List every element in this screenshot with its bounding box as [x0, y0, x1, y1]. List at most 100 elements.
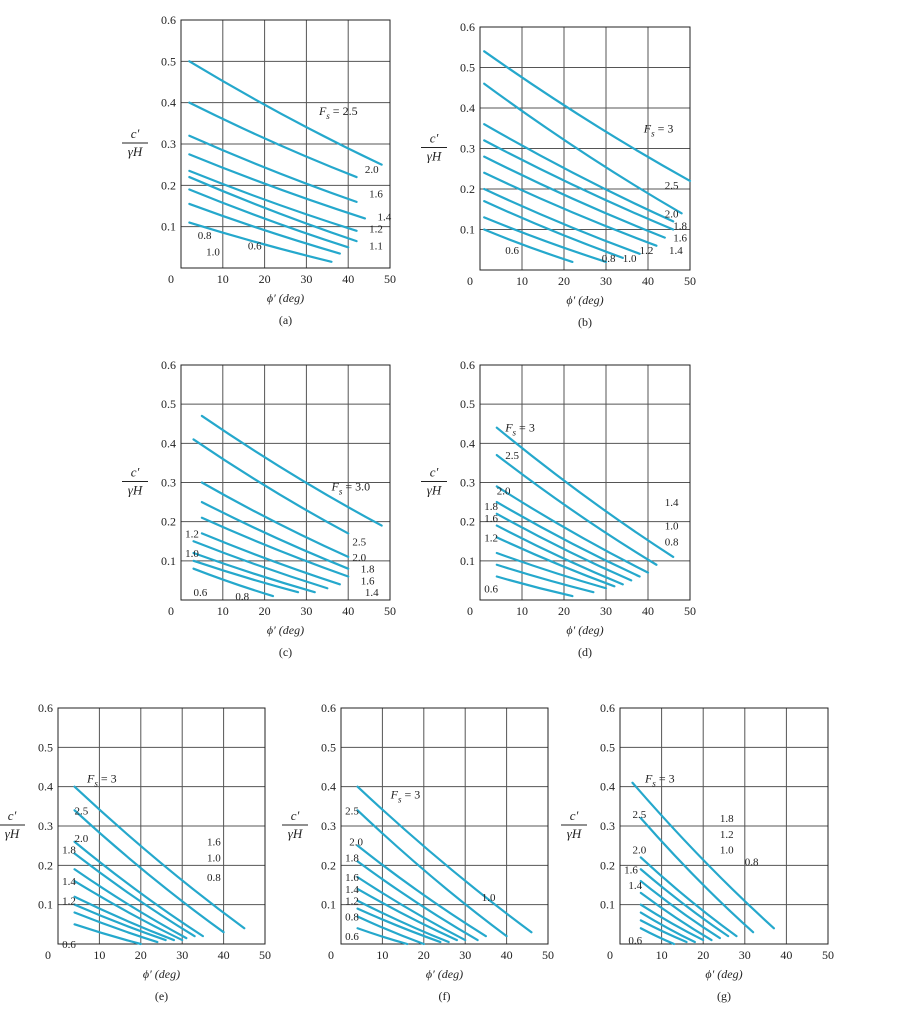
curve-label: 0.6: [62, 939, 76, 951]
y-axis-label-numerator: c′: [291, 808, 300, 823]
curve-label: 2.0: [365, 164, 379, 176]
x-tick-label: 20: [259, 604, 271, 618]
curve-fs-0-6: [73, 923, 142, 946]
x-tick-label: 40: [218, 948, 230, 962]
panel-caption: (c): [279, 645, 292, 659]
x-tick-label: 50: [384, 604, 396, 618]
curve-fs-3: [631, 781, 776, 930]
curve-label: 2.5: [665, 180, 679, 192]
curve-fs-0-6: [188, 221, 333, 263]
panel-caption: (f): [439, 989, 451, 1003]
fs-label: Fs = 3: [390, 787, 421, 804]
curve-label: 1.2: [484, 532, 498, 544]
curve-fs-1-2: [495, 536, 616, 588]
y-tick-label: 0.5: [460, 61, 475, 75]
y-axis-label-numerator: c′: [131, 126, 140, 141]
y-tick-label: 0.4: [460, 101, 475, 115]
y-tick-label: 0.1: [38, 898, 53, 912]
curve-label: 0.8: [198, 230, 212, 242]
y-tick-label: 0.3: [38, 819, 53, 833]
curve-fs-1-6: [73, 868, 188, 940]
x-tick-label: 10: [656, 948, 668, 962]
curve-label: 1.4: [345, 884, 359, 896]
y-tick-label: 0.1: [161, 220, 176, 234]
curve-fs-2-0: [483, 123, 675, 223]
curve-fs-1-1: [188, 175, 358, 243]
curve-fs-1-6: [188, 134, 358, 203]
x-tick-label: 40: [642, 274, 654, 288]
x-tick-label: 40: [342, 604, 354, 618]
y-tick-label: 0.3: [460, 476, 475, 490]
curve-label: 1.2: [345, 896, 359, 908]
x-tick-label: 50: [384, 272, 396, 286]
y-tick-label: 0.3: [600, 819, 615, 833]
x-axis-label: ϕ′ (deg): [705, 967, 742, 981]
curve-fs-1-2: [483, 187, 641, 255]
curve-fs-1-0: [483, 200, 624, 259]
curve-label: 1.8: [62, 845, 76, 857]
curve-label: 2.5: [505, 450, 519, 462]
curve-label: 1.4: [669, 245, 683, 257]
curve-label: 1.0: [720, 845, 734, 857]
y-axis-label-numerator: c′: [570, 808, 579, 823]
y-tick-label: 0.6: [321, 701, 336, 715]
curve-label: 1.8: [484, 501, 498, 513]
curve-label: 0.8: [345, 911, 359, 923]
curve-fs-1-0: [192, 551, 316, 594]
y-axis-label-denominator: γH: [128, 483, 143, 498]
curve-fs-1-6: [483, 155, 666, 239]
curve-label: 1.6: [369, 189, 383, 201]
y-tick-label: 0.1: [460, 554, 475, 568]
x-tick-label: 20: [135, 948, 147, 962]
x-tick-label: 10: [376, 948, 388, 962]
x-axis-label: ϕ′ (deg): [426, 967, 463, 981]
curve-fs-3-0: [200, 414, 383, 527]
curve-fs-0-8: [73, 911, 159, 944]
curve-fs-2-0: [200, 481, 350, 559]
y-axis-label-denominator: γH: [427, 483, 442, 498]
curve-fs-2-0: [188, 101, 358, 179]
curve-fs-3: [495, 426, 675, 559]
y-tick-label: 0.6: [38, 701, 53, 715]
curve-label: 1.0: [185, 548, 199, 560]
curve-label: 1.0: [623, 253, 637, 265]
x-tick-label: 20: [558, 274, 570, 288]
x-tick-label: 40: [642, 604, 654, 618]
x-tick-label: 10: [217, 604, 229, 618]
chart-panel-d: 0.1 0.2 0.3 0.4 0.5 0.6 0 10 20 30 40 50 ϕ′ (deg) (d)…: [421, 358, 696, 659]
curve-label: 0.8: [235, 591, 249, 603]
curve-fs-1-4: [200, 532, 341, 586]
curve-fs-0-8: [483, 216, 608, 263]
curve-fs-0-6: [495, 575, 574, 598]
fs-label: Fs = 3: [86, 772, 117, 789]
x-tick-label: 0: [45, 948, 51, 962]
x-tick-label: 50: [822, 948, 834, 962]
y-tick-label: 0.4: [460, 436, 475, 450]
curve-fs-0-6: [356, 927, 409, 946]
curve-fs-1-6: [200, 516, 350, 578]
curve-fs-1-6: [639, 879, 721, 940]
curve-label: 1.0: [482, 892, 496, 904]
panel-caption: (d): [578, 645, 592, 659]
x-tick-label: 10: [93, 948, 105, 962]
y-axis-label-denominator: γH: [288, 826, 303, 841]
curve-label: 1.8: [720, 813, 734, 825]
y-tick-label: 0.4: [600, 780, 615, 794]
x-tick-label: 50: [259, 948, 271, 962]
curve-fs-1-4: [639, 891, 713, 942]
curve-label: 1.2: [185, 528, 199, 540]
curve-fs-1-2: [356, 899, 450, 944]
curve-fs-3: [73, 785, 246, 930]
y-tick-label: 0.3: [161, 476, 176, 490]
curve-fs-2-0: [495, 485, 650, 574]
curve-fs-0-8: [192, 559, 300, 594]
x-tick-label: 50: [542, 948, 554, 962]
x-tick-label: 20: [697, 948, 709, 962]
chart-panel-g: 0.1 0.2 0.3 0.4 0.5 0.6 0 10 20 30 40 50 ϕ′ (deg) (g)…: [561, 701, 834, 1003]
y-tick-label: 0.5: [321, 740, 336, 754]
x-axis-label: ϕ′ (deg): [566, 623, 603, 637]
panel-caption: (g): [717, 989, 731, 1003]
y-tick-label: 0.2: [161, 515, 176, 529]
curve-fs-0-6: [639, 927, 676, 946]
chart-panel-c: 0.1 0.2 0.3 0.4 0.5 0.6 0 10 20 30 40 50 ϕ′ (deg) (c)…: [122, 358, 396, 659]
